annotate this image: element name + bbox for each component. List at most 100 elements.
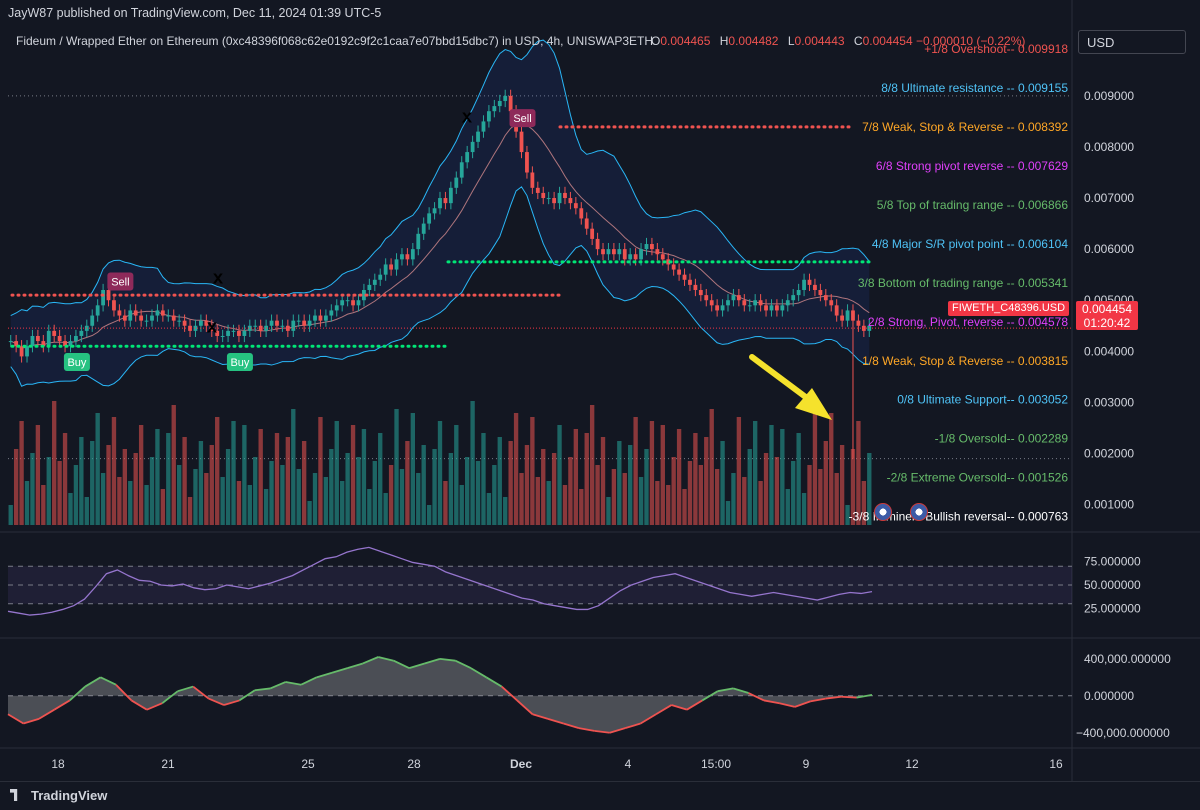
osc-segment bbox=[686, 699, 703, 711]
ohlc-close: 0.004454 −0.000010 (−0.22%) bbox=[862, 34, 1026, 48]
candle-body bbox=[90, 315, 95, 326]
volume-bar bbox=[378, 433, 383, 525]
us-flag-icon[interactable] bbox=[910, 503, 928, 521]
volume-bar bbox=[209, 445, 214, 525]
volume-bar bbox=[263, 489, 269, 525]
candle-body bbox=[280, 325, 285, 327]
candle-body bbox=[340, 300, 345, 306]
candle-body bbox=[410, 249, 415, 260]
candle-body bbox=[595, 238, 600, 250]
candle-body bbox=[242, 330, 247, 336]
osc-segment bbox=[254, 687, 271, 692]
osc-segment bbox=[53, 699, 71, 711]
volume-bar bbox=[622, 473, 627, 525]
candle-body bbox=[769, 305, 774, 311]
volume-bar bbox=[513, 413, 519, 525]
volume-bar bbox=[492, 465, 497, 525]
candle-body bbox=[362, 290, 366, 301]
candle-body bbox=[492, 106, 497, 112]
volume-bar bbox=[258, 429, 263, 525]
sell-signal-label: Sell bbox=[111, 277, 129, 289]
us-flag-icon[interactable] bbox=[874, 503, 892, 521]
tradingview-logo[interactable]: TradingView bbox=[10, 788, 107, 803]
candle-body bbox=[726, 300, 730, 306]
candle-body bbox=[63, 341, 67, 347]
x-tick-label: 28 bbox=[407, 757, 421, 771]
osc-segment bbox=[38, 708, 55, 720]
candle-body bbox=[79, 330, 84, 336]
y-tick-label: 0.001000 bbox=[1084, 498, 1134, 512]
volume-bar bbox=[106, 445, 111, 525]
volume-bar bbox=[242, 425, 247, 525]
candle-body bbox=[628, 254, 633, 260]
level-label: 6/8 Strong pivot reverse -- 0.007629 bbox=[876, 159, 1068, 173]
ohlc-low: 0.004443 bbox=[794, 34, 845, 48]
osc-segment bbox=[810, 697, 826, 703]
volume-bar bbox=[166, 433, 171, 525]
osc-segment bbox=[779, 702, 796, 708]
osc-segment bbox=[347, 662, 364, 669]
chart-canvas[interactable]: 0.0090000.0080000.0070000.0060000.005000… bbox=[0, 0, 1200, 781]
volume-bar bbox=[345, 453, 350, 525]
candle-body bbox=[329, 310, 334, 316]
osc-segment bbox=[609, 727, 626, 734]
candle-body bbox=[448, 187, 453, 204]
volume-bar bbox=[807, 465, 812, 525]
volume-bar bbox=[497, 437, 502, 525]
osc-segment bbox=[100, 676, 117, 686]
volume-bar bbox=[649, 421, 655, 525]
signal-badge bbox=[63, 352, 90, 371]
volume-bar bbox=[644, 449, 649, 525]
osc-segment bbox=[393, 659, 410, 669]
volume-bar bbox=[274, 433, 280, 525]
osc-segment bbox=[130, 699, 148, 711]
candle-body bbox=[269, 320, 274, 326]
candle-body bbox=[611, 249, 616, 255]
volume-bar bbox=[687, 461, 693, 525]
volume-bar bbox=[437, 421, 443, 525]
osc-segment bbox=[23, 718, 40, 725]
volume-bar bbox=[160, 489, 166, 525]
candle-body bbox=[313, 315, 317, 321]
candle-body bbox=[52, 330, 57, 336]
volume-bar bbox=[198, 441, 204, 525]
x-tick-label: 18 bbox=[51, 757, 65, 771]
volume-bar bbox=[399, 469, 405, 525]
candle-body bbox=[525, 152, 529, 173]
volume-bar bbox=[486, 493, 492, 525]
candle-body bbox=[780, 305, 785, 311]
candle-body bbox=[470, 141, 475, 153]
volume-bar bbox=[796, 433, 801, 525]
bollinger-lower bbox=[10, 186, 870, 387]
candle-body bbox=[715, 305, 720, 311]
candle-body bbox=[508, 95, 513, 112]
candle-body bbox=[753, 300, 758, 306]
candle-body bbox=[541, 192, 546, 199]
ohlc-h-label: H bbox=[719, 34, 729, 48]
currency-button[interactable]: USD bbox=[1078, 30, 1186, 54]
candle-body bbox=[666, 259, 671, 265]
volume-bar bbox=[405, 441, 410, 525]
candle-body bbox=[356, 300, 361, 306]
volume-bar bbox=[421, 445, 426, 525]
volume-bar bbox=[220, 477, 225, 525]
volume-bar bbox=[285, 437, 291, 525]
volume-bar bbox=[318, 417, 323, 525]
osc-segment bbox=[732, 687, 749, 694]
footer-bar: TradingView bbox=[0, 781, 1200, 810]
osc-segment bbox=[7, 713, 24, 725]
volume-bar bbox=[231, 421, 236, 525]
volume-bar bbox=[329, 449, 334, 525]
osc-segment bbox=[177, 685, 194, 693]
candle-body bbox=[334, 305, 339, 311]
volume-bar bbox=[850, 449, 856, 525]
candle-body bbox=[318, 315, 323, 321]
candle-body bbox=[378, 274, 383, 280]
x-tick-label: 4 bbox=[625, 757, 632, 771]
volume-bar bbox=[698, 465, 704, 525]
candle-body bbox=[166, 315, 171, 317]
volume-bar bbox=[628, 445, 633, 525]
volume-bar bbox=[280, 465, 285, 525]
volume-bar bbox=[633, 417, 638, 525]
candle-body bbox=[791, 295, 796, 301]
